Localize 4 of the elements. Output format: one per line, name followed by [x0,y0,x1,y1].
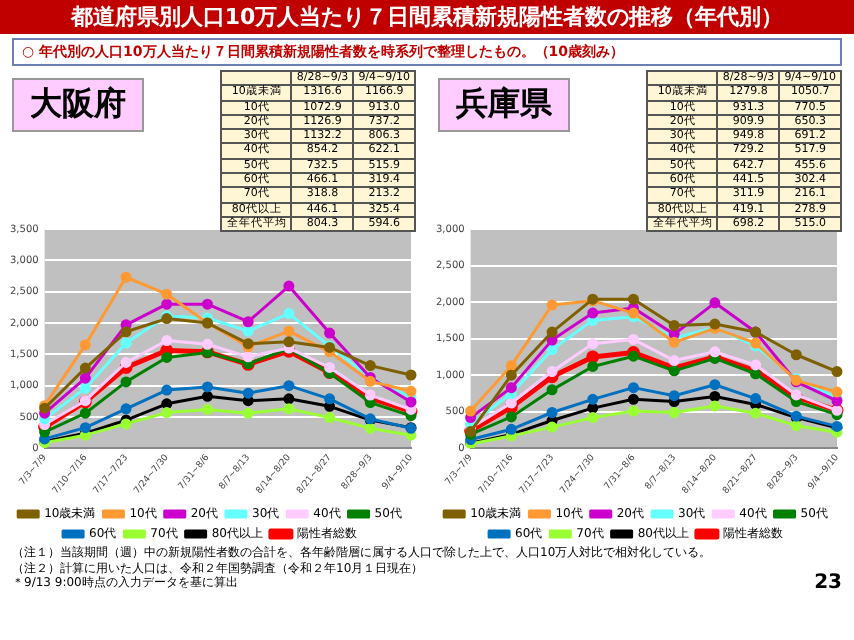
chart-title: 兵庫県 [438,78,570,132]
chart-title: 大阪府 [12,78,144,132]
text: 都道府県別人口10万人当たり７日間累積新規陽性者数の推移（年代別） [0,0,854,34]
text: 23 [814,572,842,594]
